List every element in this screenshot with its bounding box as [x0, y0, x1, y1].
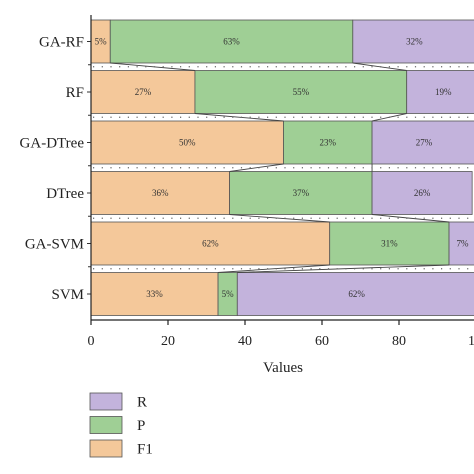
bar-p-rf: [194, 70, 408, 114]
bar-r-svm: [236, 272, 474, 316]
connector-line: [194, 113, 284, 122]
bar-r-dtree: [371, 171, 473, 215]
bar-p-ga-dtree: [283, 120, 373, 165]
data-label-f1-ga-rf: 5%: [95, 37, 108, 47]
category-label-rf: RF: [66, 85, 84, 101]
category-label-svm: SVM: [51, 287, 84, 303]
data-label-r-svm: 62%: [348, 289, 365, 299]
data-label-r-dtree: 26%: [414, 188, 431, 198]
data-label-f1-ga-dtree: 50%: [179, 138, 196, 148]
connector-lines: [110, 62, 450, 273]
data-label-f1-dtree: 36%: [152, 188, 169, 198]
data-label-r-rf: 19%: [435, 87, 452, 97]
legend: RP F1: [89, 392, 153, 458]
legend-label-p: P: [137, 418, 145, 434]
data-label-r-ga-dtree: 27%: [416, 138, 433, 148]
data-label-p-svm: 5%: [222, 289, 235, 299]
x-axis-title: Values: [263, 360, 303, 376]
bar-f1-svm: [90, 272, 219, 316]
legend-swatch-r: [89, 392, 123, 411]
x-tick-label: 0: [88, 334, 95, 349]
bar-f1-ga-dtree: [90, 120, 284, 165]
category-label-dtree: DTree: [46, 186, 84, 202]
connector-line: [229, 214, 330, 223]
data-label-f1-svm: 33%: [146, 289, 163, 299]
data-label-f1-ga-svm: 62%: [202, 239, 219, 249]
x-tick-label: 60: [315, 334, 329, 349]
bar-r-ga-dtree: [371, 120, 474, 165]
data-label-r-ga-svm: 7%: [457, 239, 470, 249]
x-tick-label: 40: [238, 334, 252, 349]
connector-line: [218, 264, 330, 273]
data-label-p-rf: 55%: [293, 87, 310, 97]
bar-p-ga-svm: [329, 221, 450, 266]
data-label-p-ga-svm: 31%: [381, 239, 398, 249]
connector-line: [372, 214, 450, 223]
x-tick-label: 10: [468, 334, 474, 349]
connector-line: [229, 163, 284, 172]
data-label-r-ga-rf: 32%: [406, 37, 423, 47]
connector-line: [110, 62, 195, 71]
category-label-ga-rf: GA-RF: [39, 35, 84, 51]
bar-r-rf: [406, 70, 474, 114]
legend-swatch-f1: [89, 439, 123, 458]
bars-layer: 5% 63% 32% 27% 55% 19% 50% 23% 27% 36% 37% 26% 62% 31…: [90, 19, 474, 316]
connector-line: [237, 264, 450, 273]
category-label-ga-svm: GA-SVM: [25, 237, 84, 253]
bar-p-dtree: [229, 171, 373, 215]
legend-label-f1: F1: [137, 442, 153, 458]
bar-f1-dtree: [90, 171, 231, 215]
axes-layer: GA-RF RF GA-DTree DTree GA-SVM SVM 0 20 40 60 80 10: [20, 15, 474, 349]
data-label-p-dtree: 37%: [293, 188, 310, 198]
legend-label-r: R: [137, 395, 147, 411]
legend-swatch-p: [89, 416, 123, 434]
data-label-p-ga-rf: 63%: [223, 37, 240, 47]
x-tick-label: 80: [392, 334, 406, 349]
bar-p-ga-rf: [109, 19, 354, 64]
data-label-f1-rf: 27%: [135, 87, 152, 97]
bar-r-ga-svm: [448, 221, 474, 266]
bar-f1-rf: [90, 70, 196, 114]
data-label-p-ga-dtree: 23%: [320, 138, 337, 148]
connector-line: [352, 62, 407, 71]
x-tick-label: 20: [161, 334, 175, 349]
bar-f1-ga-svm: [90, 221, 331, 266]
bar-r-ga-rf: [352, 19, 474, 64]
category-label-ga-dtree: GA-DTree: [20, 136, 85, 152]
